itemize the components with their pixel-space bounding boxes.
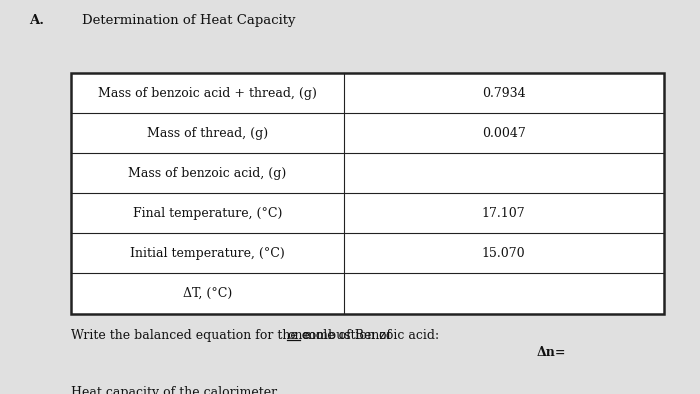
Text: Heat capacity of the calorimeter: Heat capacity of the calorimeter: [71, 386, 277, 394]
Text: ΔT, (°C): ΔT, (°C): [183, 287, 232, 300]
Text: Mass of benzoic acid + thread, (g): Mass of benzoic acid + thread, (g): [98, 87, 317, 100]
Text: Determination of Heat Capacity: Determination of Heat Capacity: [82, 14, 295, 27]
Text: 0.7934: 0.7934: [482, 87, 526, 100]
Text: one: one: [287, 329, 310, 342]
Text: 15.070: 15.070: [482, 247, 526, 260]
Bar: [71, 73, 664, 314]
Text: Mass of benzoic acid, (g): Mass of benzoic acid, (g): [128, 167, 286, 180]
Text: Final temperature, (°C): Final temperature, (°C): [133, 207, 282, 220]
Text: Initial temperature, (°C): Initial temperature, (°C): [130, 247, 285, 260]
Text: Δn=: Δn=: [536, 346, 566, 359]
Text: mole of Benzoic acid:: mole of Benzoic acid:: [300, 329, 440, 342]
Text: Write the balanced equation for the combustion of: Write the balanced equation for the comb…: [71, 329, 395, 342]
Text: 0.0047: 0.0047: [482, 127, 526, 140]
Text: Mass of thread, (g): Mass of thread, (g): [147, 127, 268, 140]
Text: A.: A.: [29, 14, 44, 27]
Text: 17.107: 17.107: [482, 207, 526, 220]
